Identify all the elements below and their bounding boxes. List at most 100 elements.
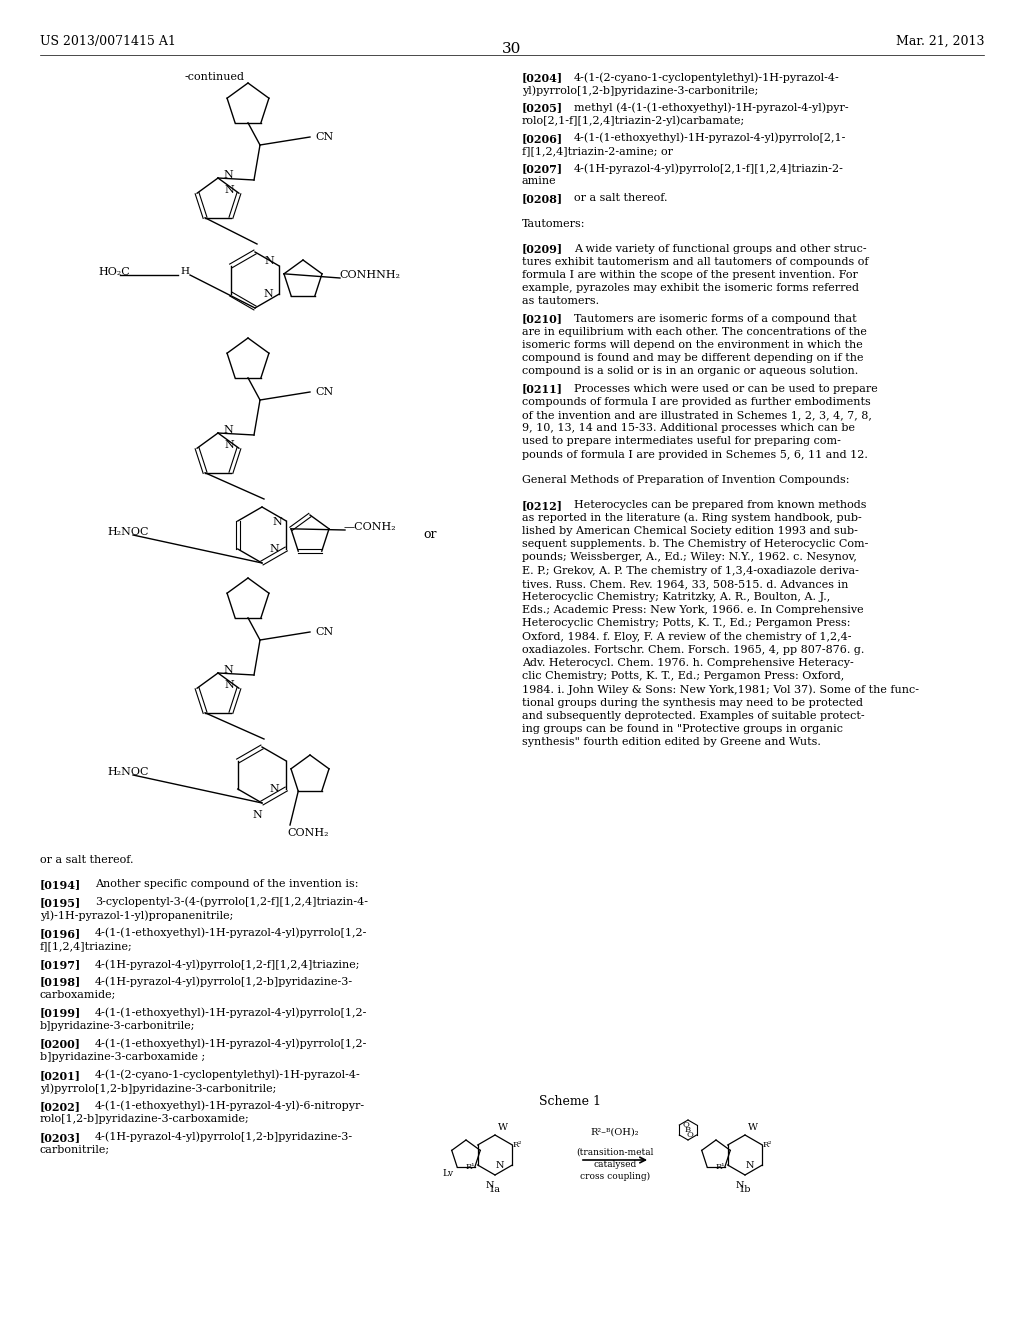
Text: Tautomers:: Tautomers: — [522, 219, 586, 228]
Text: H: H — [180, 268, 189, 276]
Text: [0199]: [0199] — [40, 1007, 81, 1019]
Text: N: N — [746, 1160, 755, 1170]
Text: A wide variety of functional groups and other struc-: A wide variety of functional groups and … — [574, 244, 866, 253]
Text: amine: amine — [522, 177, 557, 186]
Text: [0205]: [0205] — [522, 103, 563, 114]
Text: [0200]: [0200] — [40, 1039, 81, 1049]
Text: ing groups can be found in "Protective groups in organic: ing groups can be found in "Protective g… — [522, 725, 843, 734]
Text: 4-(1-(2-cyano-1-cyclopentylethyl)-1H-pyrazol-4-: 4-(1-(2-cyano-1-cyclopentylethyl)-1H-pyr… — [574, 73, 840, 83]
Text: 4-(1-(2-cyano-1-cyclopentylethyl)-1H-pyrazol-4-: 4-(1-(2-cyano-1-cyclopentylethyl)-1H-pyr… — [95, 1069, 360, 1080]
Text: US 2013/0071415 A1: US 2013/0071415 A1 — [40, 36, 176, 48]
Text: H₂NOC: H₂NOC — [106, 527, 148, 537]
Text: methyl (4-(1-(1-ethoxyethyl)-1H-pyrazol-4-yl)pyr-: methyl (4-(1-(1-ethoxyethyl)-1H-pyrazol-… — [574, 103, 849, 114]
Text: compound is found and may be different depending on if the: compound is found and may be different d… — [522, 354, 863, 363]
Text: or a salt thereof.: or a salt thereof. — [574, 194, 668, 203]
Text: N: N — [736, 1180, 744, 1189]
Text: Oxford, 1984. f. Eloy, F. A review of the chemistry of 1,2,4-: Oxford, 1984. f. Eloy, F. A review of th… — [522, 632, 852, 642]
Text: f][1,2,4]triazin-2-amine; or: f][1,2,4]triazin-2-amine; or — [522, 147, 673, 156]
Text: CONH₂: CONH₂ — [288, 828, 329, 838]
Text: 3-cyclopentyl-3-(4-(pyrrolo[1,2-f][1,2,4]triazin-4-: 3-cyclopentyl-3-(4-(pyrrolo[1,2-f][1,2,4… — [95, 896, 368, 907]
Text: of the invention and are illustrated in Schemes 1, 2, 3, 4, 7, 8,: of the invention and are illustrated in … — [522, 411, 871, 420]
Text: clic Chemistry; Potts, K. T., Ed.; Pergamon Press: Oxford,: clic Chemistry; Potts, K. T., Ed.; Perga… — [522, 672, 844, 681]
Text: N: N — [224, 185, 233, 195]
Text: O: O — [686, 1131, 693, 1139]
Text: N: N — [252, 810, 262, 820]
Text: 4-(1H-pyrazol-4-yl)pyrrolo[1,2-b]pyridazine-3-: 4-(1H-pyrazol-4-yl)pyrrolo[1,2-b]pyridaz… — [95, 977, 353, 987]
Text: 4-(1-(1-ethoxyethyl)-1H-pyrazol-4-yl)pyrrolo[1,2-: 4-(1-(1-ethoxyethyl)-1H-pyrazol-4-yl)pyr… — [95, 1039, 368, 1049]
Text: as reported in the literature (a. Ring system handbook, pub-: as reported in the literature (a. Ring s… — [522, 513, 862, 524]
Text: B: B — [685, 1126, 691, 1134]
Text: E. P.; Grekov, A. P. The chemistry of 1,3,4-oxadiazole deriva-: E. P.; Grekov, A. P. The chemistry of 1,… — [522, 566, 859, 576]
Text: 4-(1H-pyrazol-4-yl)pyrrolo[2,1-f][1,2,4]triazin-2-: 4-(1H-pyrazol-4-yl)pyrrolo[2,1-f][1,2,4]… — [574, 164, 844, 174]
Text: Another specific compound of the invention is:: Another specific compound of the inventi… — [95, 879, 358, 890]
Text: N: N — [224, 680, 233, 690]
Text: [0210]: [0210] — [522, 314, 563, 325]
Text: compounds of formula I are provided as further embodiments: compounds of formula I are provided as f… — [522, 397, 870, 407]
Text: [0204]: [0204] — [522, 73, 563, 83]
Text: [0203]: [0203] — [40, 1131, 81, 1143]
Text: General Methods of Preparation of Invention Compounds:: General Methods of Preparation of Invent… — [522, 475, 850, 484]
Text: oxadiazoles. Fortschr. Chem. Forsch. 1965, 4, pp 807-876. g.: oxadiazoles. Fortschr. Chem. Forsch. 196… — [522, 645, 864, 655]
Text: isomeric forms will depend on the environment in which the: isomeric forms will depend on the enviro… — [522, 341, 863, 350]
Text: CN: CN — [314, 132, 333, 143]
Text: cross coupling): cross coupling) — [580, 1172, 650, 1181]
Text: used to prepare intermediates useful for preparing com-: used to prepare intermediates useful for… — [522, 437, 841, 446]
Text: compound is a solid or is in an organic or aqueous solution.: compound is a solid or is in an organic … — [522, 367, 858, 376]
Text: are in equilibrium with each other. The concentrations of the: are in equilibrium with each other. The … — [522, 327, 867, 337]
Text: 4-(1H-pyrazol-4-yl)pyrrolo[1,2-b]pyridazine-3-: 4-(1H-pyrazol-4-yl)pyrrolo[1,2-b]pyridaz… — [95, 1131, 353, 1142]
Text: CONHNH₂: CONHNH₂ — [340, 271, 400, 280]
Text: 1984. i. John Wiley & Sons: New York,1981; Vol 37). Some of the func-: 1984. i. John Wiley & Sons: New York,198… — [522, 685, 919, 696]
Text: 4-(1-(1-ethoxyethyl)-1H-pyrazol-4-yl)-6-nitropyr-: 4-(1-(1-ethoxyethyl)-1H-pyrazol-4-yl)-6-… — [95, 1101, 366, 1111]
Text: catalysed: catalysed — [593, 1160, 637, 1170]
Text: HO₂C: HO₂C — [98, 267, 130, 277]
Text: example, pyrazoles may exhibit the isomeric forms referred: example, pyrazoles may exhibit the isome… — [522, 284, 859, 293]
Text: as tautomers.: as tautomers. — [522, 297, 599, 306]
Text: [0197]: [0197] — [40, 958, 81, 970]
Text: O: O — [683, 1121, 690, 1129]
Text: pounds of formula I are provided in Schemes 5, 6, 11 and 12.: pounds of formula I are provided in Sche… — [522, 450, 868, 459]
Text: H₂NOC: H₂NOC — [106, 767, 148, 777]
Text: yl)pyrrolo[1,2-b]pyridazine-3-carbonitrile;: yl)pyrrolo[1,2-b]pyridazine-3-carbonitri… — [40, 1084, 276, 1094]
Text: N: N — [496, 1160, 505, 1170]
Text: [0211]: [0211] — [522, 384, 563, 395]
Text: carboxamide;: carboxamide; — [40, 990, 117, 1001]
Text: yl)pyrrolo[1,2-b]pyridazine-3-carbonitrile;: yl)pyrrolo[1,2-b]pyridazine-3-carbonitri… — [522, 86, 759, 96]
Text: Adv. Heterocycl. Chem. 1976. h. Comprehensive Heteracy-: Adv. Heterocycl. Chem. 1976. h. Comprehe… — [522, 659, 854, 668]
Text: N: N — [269, 544, 280, 554]
Text: R²: R² — [512, 1140, 522, 1148]
Text: W: W — [498, 1122, 508, 1131]
Text: W: W — [748, 1122, 758, 1131]
Text: Heterocyclic Chemistry; Potts, K. T., Ed.; Pergamon Press:: Heterocyclic Chemistry; Potts, K. T., Ed… — [522, 619, 851, 628]
Text: formula I are within the scope of the present invention. For: formula I are within the scope of the pr… — [522, 271, 858, 280]
Text: and subsequently deprotected. Examples of suitable protect-: and subsequently deprotected. Examples o… — [522, 711, 864, 721]
Text: yl)-1H-pyrazol-1-yl)propanenitrile;: yl)-1H-pyrazol-1-yl)propanenitrile; — [40, 911, 233, 921]
Text: N: N — [269, 784, 280, 795]
Text: CN: CN — [314, 387, 333, 397]
Text: N: N — [223, 665, 232, 675]
Text: R²–ᴮ(OH)₂: R²–ᴮ(OH)₂ — [591, 1129, 639, 1137]
Text: [0195]: [0195] — [40, 896, 81, 908]
Text: Lv: Lv — [442, 1168, 454, 1177]
Text: or a salt thereof.: or a salt thereof. — [40, 855, 133, 865]
Text: tures exhibit tautomerism and all tautomers of compounds of: tures exhibit tautomerism and all tautom… — [522, 257, 868, 267]
Text: -continued: -continued — [185, 73, 245, 82]
Text: 1b: 1b — [738, 1185, 752, 1195]
Text: b]pyridazine-3-carbonitrile;: b]pyridazine-3-carbonitrile; — [40, 1022, 196, 1031]
Text: R¹: R¹ — [715, 1163, 725, 1171]
Text: N: N — [485, 1180, 495, 1189]
Text: pounds; Weissberger, A., Ed.; Wiley: N.Y., 1962. c. Nesynov,: pounds; Weissberger, A., Ed.; Wiley: N.Y… — [522, 553, 857, 562]
Text: [0208]: [0208] — [522, 194, 563, 205]
Text: Tautomers are isomeric forms of a compound that: Tautomers are isomeric forms of a compou… — [574, 314, 857, 323]
Text: tional groups during the synthesis may need to be protected: tional groups during the synthesis may n… — [522, 698, 863, 708]
Text: N: N — [272, 517, 282, 527]
Text: carbonitrile;: carbonitrile; — [40, 1146, 111, 1155]
Text: 4-(1H-pyrazol-4-yl)pyrrolo[1,2-f][1,2,4]triazine;: 4-(1H-pyrazol-4-yl)pyrrolo[1,2-f][1,2,4]… — [95, 958, 360, 969]
Text: [0207]: [0207] — [522, 164, 563, 174]
Text: rolo[2,1-f][1,2,4]triazin-2-yl)carbamate;: rolo[2,1-f][1,2,4]triazin-2-yl)carbamate… — [522, 116, 745, 127]
Text: R¹: R¹ — [465, 1163, 475, 1171]
Text: lished by American Chemical Society edition 1993 and sub-: lished by American Chemical Society edit… — [522, 527, 858, 536]
Text: Scheme 1: Scheme 1 — [539, 1096, 601, 1107]
Text: N: N — [224, 440, 233, 450]
Text: Eds.; Academic Press: New York, 1966. e. In Comprehensive: Eds.; Academic Press: New York, 1966. e.… — [522, 606, 863, 615]
Text: [0202]: [0202] — [40, 1101, 81, 1111]
